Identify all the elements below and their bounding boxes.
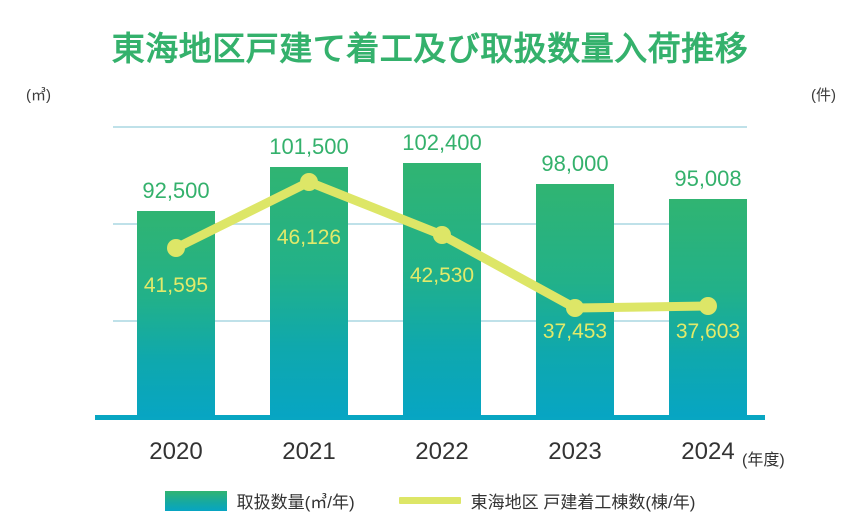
legend-label-volume: 取扱数量(㎥/年) <box>236 493 355 512</box>
line-series-housing-starts <box>167 173 717 317</box>
xtick-2021: 2021 <box>282 438 336 465</box>
left-axis-unit-label: (㎥) <box>26 87 51 104</box>
xtick-2024: 2024 <box>681 438 735 465</box>
xtick-2023: 2023 <box>548 438 602 465</box>
legend-item-housing-starts[interactable]: 東海地区 戸建着工棟数(棟/年) <box>398 488 696 513</box>
legend-label-housing-starts: 東海地区 戸建着工棟数(棟/年) <box>470 493 696 512</box>
line-swatch-icon <box>398 497 461 504</box>
line-label-2022: 42,530 <box>409 264 475 287</box>
line-label-2024: 37,603 <box>675 320 741 343</box>
legend-item-volume[interactable]: 取扱数量(㎥/年) <box>164 488 355 513</box>
right-axis-unit-label: (件) <box>811 87 836 104</box>
bar-label-2023: 98,000 <box>541 151 609 176</box>
plot-area: 110,000 90,000 70,000 50,000 50,000 45,0… <box>95 126 765 420</box>
bar-label-2020: 92,500 <box>142 178 210 203</box>
axis-baseline <box>95 415 765 420</box>
line-label-2020: 41,595 <box>143 274 209 297</box>
bar-2022[interactable] <box>403 163 481 417</box>
chart-legend: 取扱数量(㎥/年) 東海地区 戸建着工棟数(棟/年) <box>0 488 860 513</box>
bar-2021[interactable] <box>270 167 348 417</box>
line-label-2021: 46,126 <box>276 226 342 249</box>
x-axis-unit-label: (年度) <box>742 452 785 469</box>
bar-label-2024: 95,008 <box>674 166 742 191</box>
bar-swatch-icon <box>164 490 227 511</box>
bar-label-2021: 101,500 <box>269 134 349 159</box>
gridline-110000 <box>113 126 747 128</box>
page-title: 東海地区戸建て着工及び取扱数量入荷推移 <box>111 30 749 67</box>
line-label-2023: 37,453 <box>542 320 608 343</box>
bar-label-2022: 102,400 <box>402 130 482 155</box>
xtick-2022: 2022 <box>415 438 469 465</box>
xtick-2020: 2020 <box>149 438 203 465</box>
